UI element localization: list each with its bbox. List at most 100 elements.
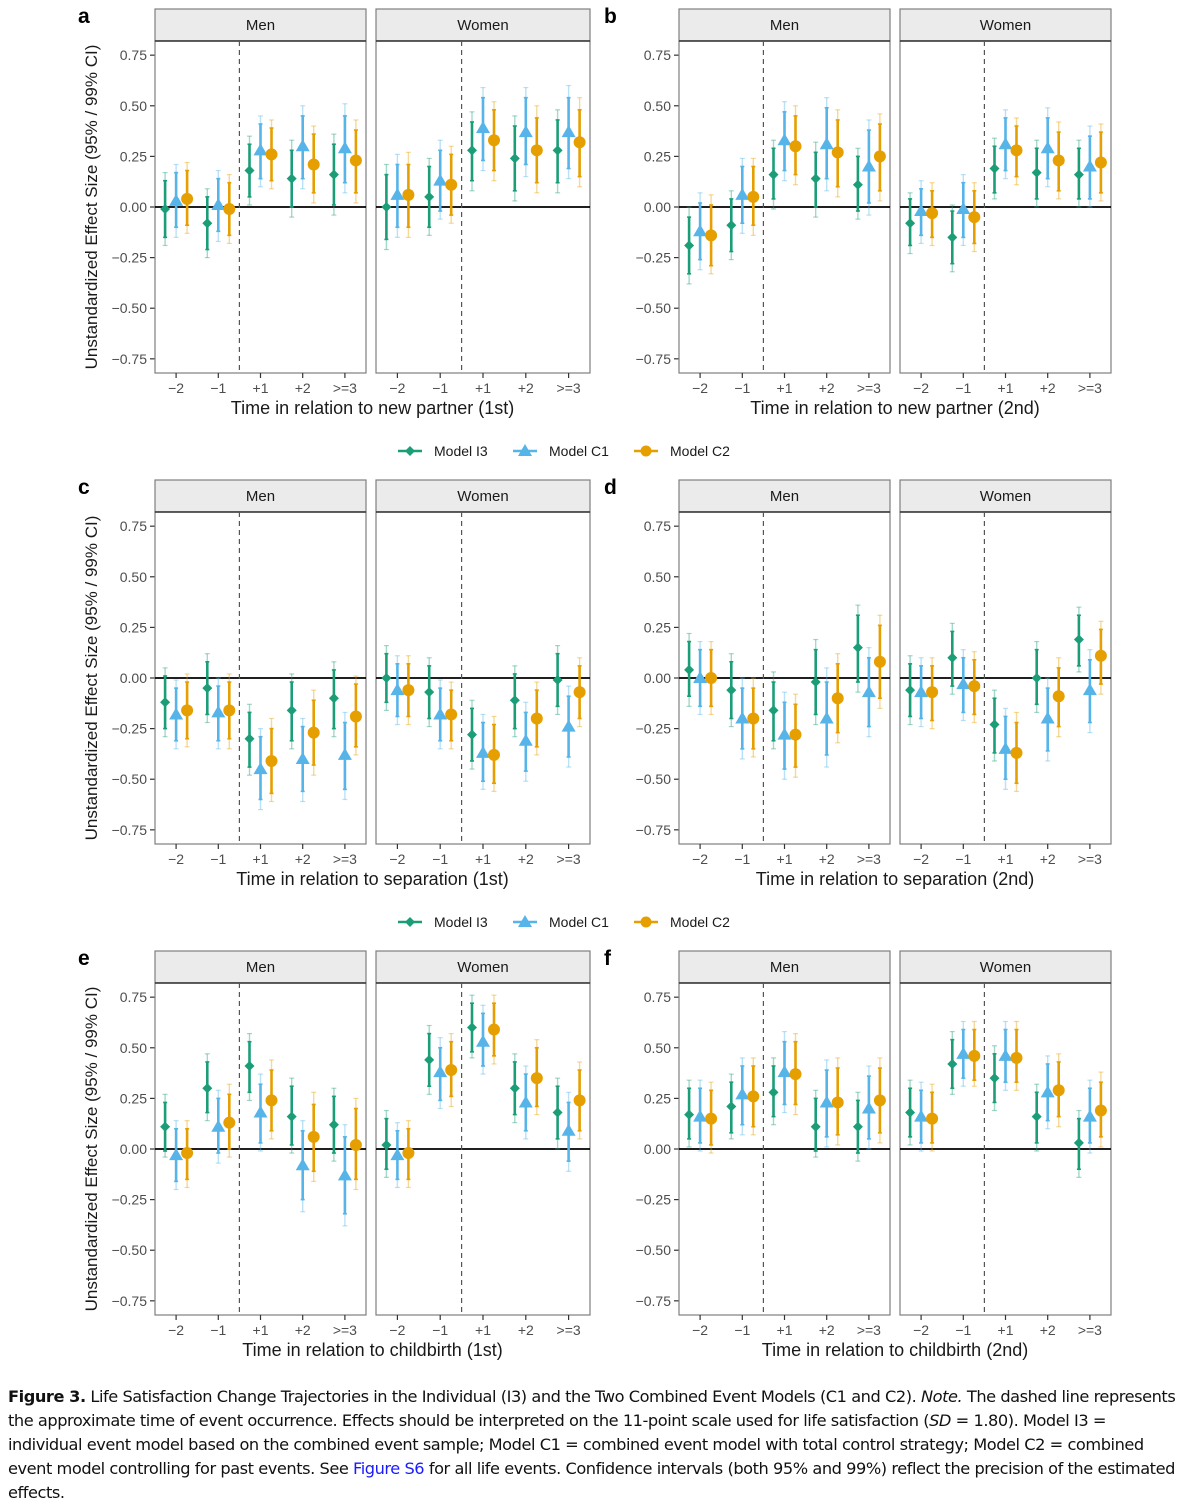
- point-range-c2: [488, 715, 500, 792]
- marker-circle: [747, 1090, 760, 1103]
- marker-diamond: [328, 1119, 339, 1130]
- point-range-i3: [947, 622, 958, 695]
- point-range-c1: [433, 139, 448, 220]
- y-tick-label: 0.00: [120, 670, 147, 686]
- point-range-c1: [735, 1057, 750, 1136]
- y-tick-label: −0.25: [112, 721, 148, 737]
- facet-strip-label: Men: [246, 17, 275, 34]
- point-range-c1: [295, 717, 310, 803]
- point-range-c2: [926, 657, 939, 730]
- marker-triangle: [211, 705, 226, 718]
- point-range-i3: [852, 147, 863, 220]
- marker-triangle: [777, 1065, 792, 1078]
- marker-diamond: [467, 729, 477, 740]
- facet-women: Women −2 −1 +1 +2 >=3: [899, 8, 1112, 396]
- marker-triangle: [998, 1048, 1013, 1061]
- legend-item-i3: Model I3: [398, 914, 488, 930]
- x-tick-label: −1: [210, 380, 226, 396]
- point-range-c1: [476, 1004, 490, 1075]
- point-range-c2: [530, 681, 543, 756]
- legend-item-c1: Model C1: [513, 914, 609, 930]
- marker-triangle: [433, 173, 448, 186]
- marker-triangle: [476, 1034, 490, 1047]
- point-range-i3: [202, 653, 213, 724]
- point-range-c2: [831, 653, 844, 744]
- marker-circle: [789, 140, 802, 153]
- marker-diamond: [684, 664, 695, 675]
- marker-triangle: [561, 1123, 576, 1136]
- marker-diamond: [202, 1083, 213, 1094]
- point-range-c2: [747, 1057, 760, 1136]
- marker-diamond: [509, 153, 520, 164]
- y-tick-label: 0.50: [120, 1040, 147, 1056]
- marker-circle: [926, 207, 939, 220]
- marker-circle: [1010, 746, 1023, 759]
- marker-circle: [307, 158, 320, 171]
- marker-circle: [926, 1112, 939, 1125]
- point-range-c1: [561, 84, 576, 180]
- x-tick-label: >=3: [333, 380, 357, 396]
- x-tick-label: +2: [518, 851, 534, 867]
- point-range-c1: [337, 711, 352, 801]
- point-range-c1: [956, 649, 971, 722]
- point-range-i3: [424, 657, 435, 728]
- x-tick-label: −2: [389, 380, 405, 396]
- y-tick-label: 0.00: [644, 1141, 671, 1157]
- marker-diamond: [552, 675, 563, 686]
- marker-triangle: [337, 1168, 352, 1181]
- point-range-i3: [905, 655, 916, 726]
- legend-label: Model C1: [549, 443, 609, 459]
- panel-d: d 0.75 0.50 0.25 0.00 −0.25 −0.50 −0.75 Men −2 −1 +…: [604, 476, 1112, 889]
- marker-circle: [402, 684, 415, 697]
- x-tick-label: >=3: [557, 380, 581, 396]
- point-range-c2: [307, 1091, 320, 1182]
- point-range-c2: [265, 1059, 278, 1140]
- point-range-c2: [445, 1033, 458, 1108]
- figure-s6-link[interactable]: Figure S6: [353, 1459, 425, 1478]
- marker-diamond: [1031, 167, 1042, 178]
- point-range-i3: [989, 689, 1000, 762]
- point-range-i3: [424, 157, 435, 236]
- x-tick-label: +1: [777, 380, 793, 396]
- marker-diamond: [244, 1061, 255, 1071]
- point-range-i3: [905, 1079, 916, 1146]
- point-range-c1: [998, 109, 1013, 180]
- y-tick-label: 0.00: [120, 1141, 147, 1157]
- point-range-i3: [424, 1024, 435, 1095]
- x-axis-title: Time in relation to childbirth (1st): [242, 1340, 502, 1360]
- legend-item-c2: Model C2: [634, 914, 730, 930]
- point-range-c1: [169, 1120, 184, 1191]
- facet-strip-label: Women: [457, 17, 508, 34]
- point-range-i3: [509, 115, 520, 202]
- marker-diamond: [286, 173, 297, 184]
- x-tick-label: −2: [692, 851, 708, 867]
- y-tick-label: 0.50: [120, 569, 147, 585]
- x-axis-title: Time in relation to separation (2nd): [756, 869, 1034, 889]
- marker-circle: [789, 728, 802, 741]
- x-tick-label: +2: [1040, 851, 1056, 867]
- y-tick-label: 0.50: [644, 98, 671, 114]
- point-range-i3: [328, 1087, 339, 1162]
- marker-triangle: [211, 1119, 226, 1132]
- point-range-c1: [211, 169, 226, 243]
- marker-circle: [831, 146, 844, 159]
- marker-triangle: [735, 1087, 750, 1100]
- marker-triangle: [693, 671, 708, 683]
- x-tick-label: +1: [475, 1322, 491, 1338]
- y-axis-label: Unstandardized Effect Size (95% / 99% CI…: [82, 45, 101, 370]
- point-range-c2: [307, 689, 320, 776]
- point-range-c2: [705, 1081, 718, 1154]
- x-tick-label: >=3: [857, 380, 881, 396]
- marker-triangle: [390, 683, 405, 696]
- point-range-i3: [1073, 606, 1084, 673]
- marker-diamond: [768, 1087, 779, 1098]
- marker-circle: [705, 229, 718, 242]
- legend-triangle-icon: [518, 915, 532, 927]
- marker-diamond: [160, 204, 171, 215]
- point-range-c2: [530, 1039, 543, 1116]
- legend-label: Model I3: [434, 443, 488, 459]
- panel-e: e Unstandardized Effect Size (95% / 99% C…: [78, 947, 591, 1360]
- x-tick-label: −1: [432, 380, 448, 396]
- point-range-i3: [1031, 640, 1042, 714]
- point-range-c2: [349, 1097, 362, 1191]
